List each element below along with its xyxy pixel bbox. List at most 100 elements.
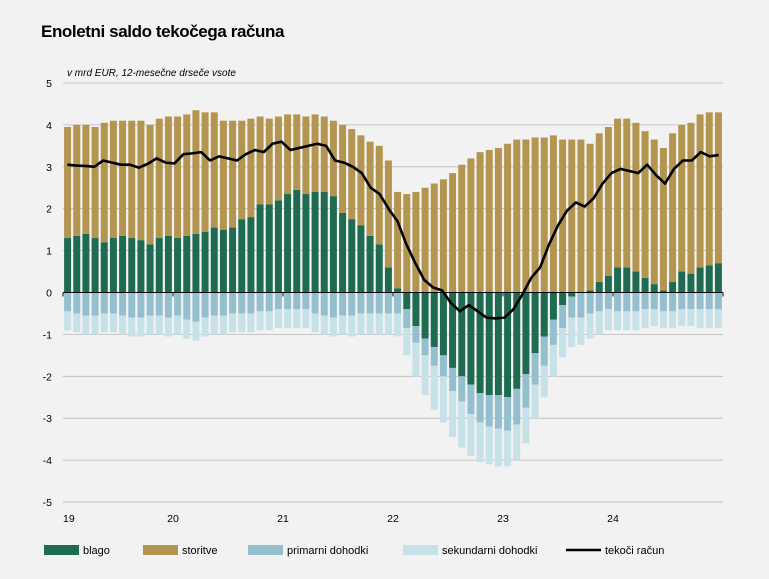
bar-blago <box>494 292 502 396</box>
bar-blago <box>650 284 658 293</box>
bar-sekundarni-dohodki <box>669 311 677 329</box>
bar-blago <box>274 200 282 293</box>
bar-sekundarni-dohodki <box>623 311 631 331</box>
bar-storitve <box>274 116 282 201</box>
y-tick-label: 1 <box>46 246 52 258</box>
bar-primarni-dohodki <box>504 397 512 431</box>
bar-storitve <box>449 173 457 293</box>
x-tick-label: 19 <box>63 513 75 525</box>
bar-blago <box>705 265 713 293</box>
bar-blago <box>467 292 475 385</box>
bar-primarni-dohodki <box>439 355 447 377</box>
bar-sekundarni-dohodki <box>678 309 686 327</box>
bar-storitve <box>531 137 539 293</box>
bar-primarni-dohodki <box>302 292 310 310</box>
bar-sekundarni-dohodki <box>568 317 576 347</box>
line-series <box>67 140 719 320</box>
bar-storitve <box>73 124 81 236</box>
bar-sekundarni-dohodki <box>109 313 117 333</box>
bar-blago <box>201 231 209 293</box>
bar-primarni-dohodki <box>659 292 667 312</box>
bar-blago <box>302 194 310 293</box>
bar-primarni-dohodki <box>183 292 191 320</box>
legend-swatch <box>248 545 283 555</box>
bar-primarni-dohodki <box>467 384 475 415</box>
bar-sekundarni-dohodki <box>302 309 310 329</box>
bar-primarni-dohodki <box>650 292 658 310</box>
bar-primarni-dohodki <box>568 296 576 318</box>
bar-blago <box>339 212 347 293</box>
bar-blago <box>421 292 429 339</box>
bar-primarni-dohodki <box>559 305 567 329</box>
bar-primarni-dohodki <box>293 292 301 310</box>
bar-primarni-dohodki <box>357 292 365 314</box>
bar-blago <box>247 217 255 293</box>
bar-primarni-dohodki <box>311 292 319 314</box>
bar-sekundarni-dohodki <box>320 315 328 335</box>
bar-primarni-dohodki <box>696 292 704 310</box>
bar-blago <box>320 191 328 293</box>
bar-sekundarni-dohodki <box>577 317 585 345</box>
bar-primarni-dohodki <box>384 292 392 314</box>
bar-storitve <box>568 139 576 293</box>
bar-storitve <box>265 118 273 205</box>
bar-sekundarni-dohodki <box>311 313 319 333</box>
y-tick-label: -2 <box>43 371 52 383</box>
bar-primarni-dohodki <box>164 292 172 318</box>
bar-blago <box>265 204 273 293</box>
bar-storitve <box>293 114 301 190</box>
y-tick-label: 5 <box>46 78 52 90</box>
bar-storitve <box>64 127 72 239</box>
bar-primarni-dohodki <box>274 292 282 310</box>
bar-sekundarni-dohodki <box>650 309 658 327</box>
bar-sekundarni-dohodki <box>531 384 539 419</box>
bar-primarni-dohodki <box>586 292 594 314</box>
bar-primarni-dohodki <box>229 292 237 314</box>
bar-sekundarni-dohodki <box>659 311 667 329</box>
bar-blago <box>394 288 402 293</box>
bar-storitve <box>155 118 163 239</box>
bar-storitve <box>439 179 447 293</box>
bars <box>64 110 722 467</box>
bar-sekundarni-dohodki <box>82 315 90 335</box>
bar-storitve <box>577 139 585 293</box>
bar-storitve <box>164 116 172 236</box>
bar-sekundarni-dohodki <box>119 315 127 335</box>
bar-storitve <box>183 114 191 236</box>
bar-storitve <box>678 124 686 272</box>
bar-blago <box>439 292 447 356</box>
bar-primarni-dohodki <box>146 292 154 316</box>
bar-primarni-dohodki <box>430 346 438 366</box>
bar-primarni-dohodki <box>476 393 484 423</box>
bar-blago <box>174 238 182 293</box>
bar-sekundarni-dohodki <box>357 313 365 335</box>
bar-blago <box>238 219 246 293</box>
bar-primarni-dohodki <box>669 292 677 312</box>
bar-storitve <box>632 122 640 272</box>
bar-storitve <box>696 114 704 268</box>
bar-sekundarni-dohodki <box>219 315 227 335</box>
bar-primarni-dohodki <box>531 353 539 385</box>
legend-swatch <box>44 545 79 555</box>
bar-primarni-dohodki <box>82 292 90 316</box>
bar-storitve <box>458 164 466 293</box>
bar-sekundarni-dohodki <box>201 317 209 337</box>
legend-swatch <box>403 545 438 555</box>
y-tick-label: 3 <box>46 162 52 174</box>
bar-primarni-dohodki <box>247 292 255 314</box>
bar-storitve <box>549 135 557 293</box>
bar-storitve <box>641 131 649 278</box>
bar-sekundarni-dohodki <box>247 313 255 333</box>
x-tick-label: 23 <box>497 513 509 525</box>
bar-primarni-dohodki <box>128 292 136 318</box>
bar-blago <box>641 277 649 293</box>
bar-primarni-dohodki <box>540 336 548 366</box>
bar-storitve <box>348 129 356 220</box>
bar-blago <box>522 292 530 375</box>
bar-storitve <box>229 120 237 228</box>
bar-storitve <box>302 116 310 195</box>
bar-sekundarni-dohodki <box>339 315 347 335</box>
bar-sekundarni-dohodki <box>394 313 402 337</box>
bar-storitve <box>430 183 438 293</box>
bar-storitve <box>522 139 530 293</box>
